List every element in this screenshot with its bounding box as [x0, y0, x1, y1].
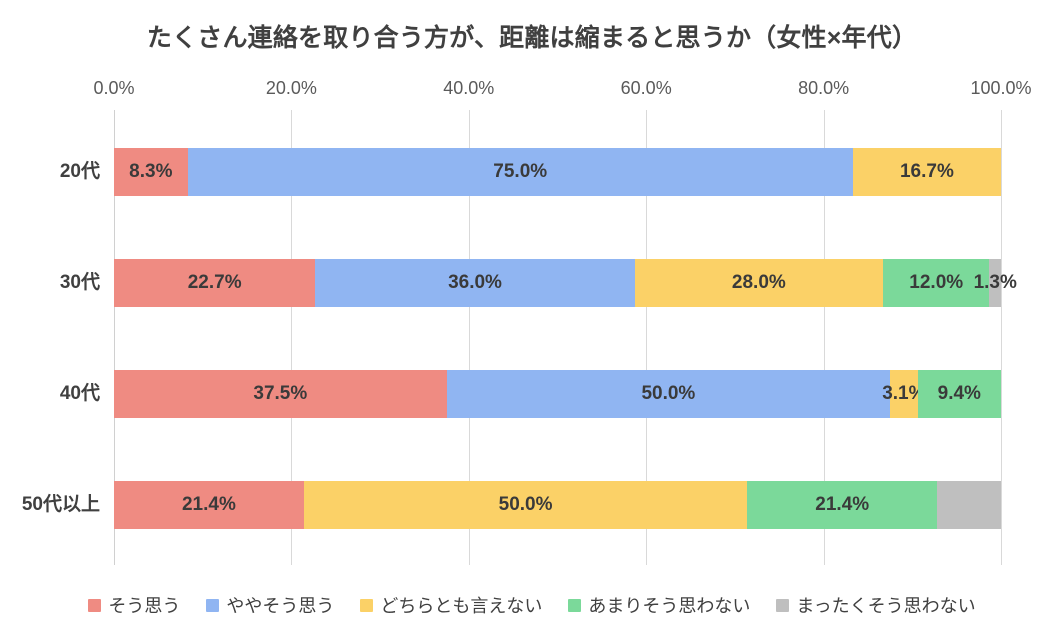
bar-row: 50代以上 21.4% 50.0% 21.4% — [22, 481, 1001, 529]
bar-segment[interactable] — [852, 148, 1001, 196]
gridline — [468, 110, 470, 565]
legend-label: どちらとも言えない — [380, 596, 543, 616]
legend-label: ややそう思う — [226, 596, 335, 616]
legend-swatch-icon — [776, 598, 790, 612]
legend-label: あまりそう思わない — [588, 596, 751, 616]
gridline — [291, 110, 293, 565]
x-axis-tick-label: 20.0% — [265, 78, 317, 98]
bar-segment[interactable] — [114, 148, 188, 196]
bar-segment[interactable] — [446, 370, 891, 418]
bar-segment[interactable] — [747, 481, 938, 529]
legend-swatch-icon — [88, 598, 102, 612]
legend-label: まったくそう思わない — [796, 596, 976, 616]
x-axis-tick-label: 80.0% — [798, 78, 850, 98]
category-label: 30代 — [59, 272, 100, 293]
legend-swatch-icon — [360, 598, 374, 612]
bar-segment[interactable] — [114, 370, 447, 418]
bar-segment[interactable] — [114, 481, 304, 529]
bar-segment[interactable] — [315, 259, 635, 307]
legend-item[interactable]: どちらとも言えない — [360, 592, 542, 618]
x-axis-tick-label: 60.0% — [620, 78, 672, 98]
bar-row: 30代 22.7% 36.0% 28.0% 12.0% 1.3% — [60, 259, 1017, 307]
x-axis-tick-label: 100.0% — [970, 78, 1032, 98]
bar-segment[interactable] — [303, 481, 748, 529]
category-label: 40代 — [59, 383, 100, 404]
legend-item[interactable]: そう思う — [88, 592, 180, 618]
bar-segment[interactable] — [114, 259, 316, 307]
legend-swatch-icon — [206, 598, 220, 612]
bar-row: 40代 37.5% 50.0% 3.1% 9.4% — [60, 370, 1001, 418]
gridline — [1001, 110, 1002, 565]
gridline — [646, 110, 648, 565]
x-axis-tick-labels: 0.0% 20.0% 40.0% 60.0% 80.0% 100.0% — [93, 78, 1031, 102]
legend-label: そう思う — [108, 596, 181, 616]
bar-segment[interactable] — [890, 370, 918, 418]
gridline — [823, 110, 825, 565]
legend-item[interactable]: あまりそう思わない — [568, 592, 750, 618]
bar-segment[interactable] — [989, 259, 1001, 307]
chart-legend: そう思う ややそう思う どちらとも言えない あまりそう思わない まったくそう思わない — [0, 592, 1064, 618]
y-axis-line — [114, 110, 115, 565]
bar-row: 20代 8.3% 75.0% 16.7% — [60, 148, 1001, 196]
legend-swatch-icon — [568, 598, 582, 612]
category-label: 20代 — [59, 161, 100, 182]
x-axis-tick-label: 40.0% — [443, 78, 495, 98]
bar-segment[interactable] — [634, 259, 884, 307]
chart-title: たくさん連絡を取り合う方が、距離は縮まると思うか（女性×年代） — [146, 24, 918, 52]
x-axis-tick-label: 0.0% — [93, 78, 135, 98]
legend-item[interactable]: ややそう思う — [206, 592, 334, 618]
bar-segment[interactable] — [937, 481, 1001, 529]
bar-segment[interactable] — [917, 370, 1001, 418]
legend-item[interactable]: まったくそう思わない — [776, 592, 976, 618]
category-label: 50代以上 — [21, 494, 100, 515]
bar-segment[interactable] — [883, 259, 990, 307]
plot-area: 20代 8.3% 75.0% 16.7% 30代 22.7% 36.0% 28.0% 12.0%… — [22, 110, 1017, 565]
bar-segment[interactable] — [187, 148, 853, 196]
